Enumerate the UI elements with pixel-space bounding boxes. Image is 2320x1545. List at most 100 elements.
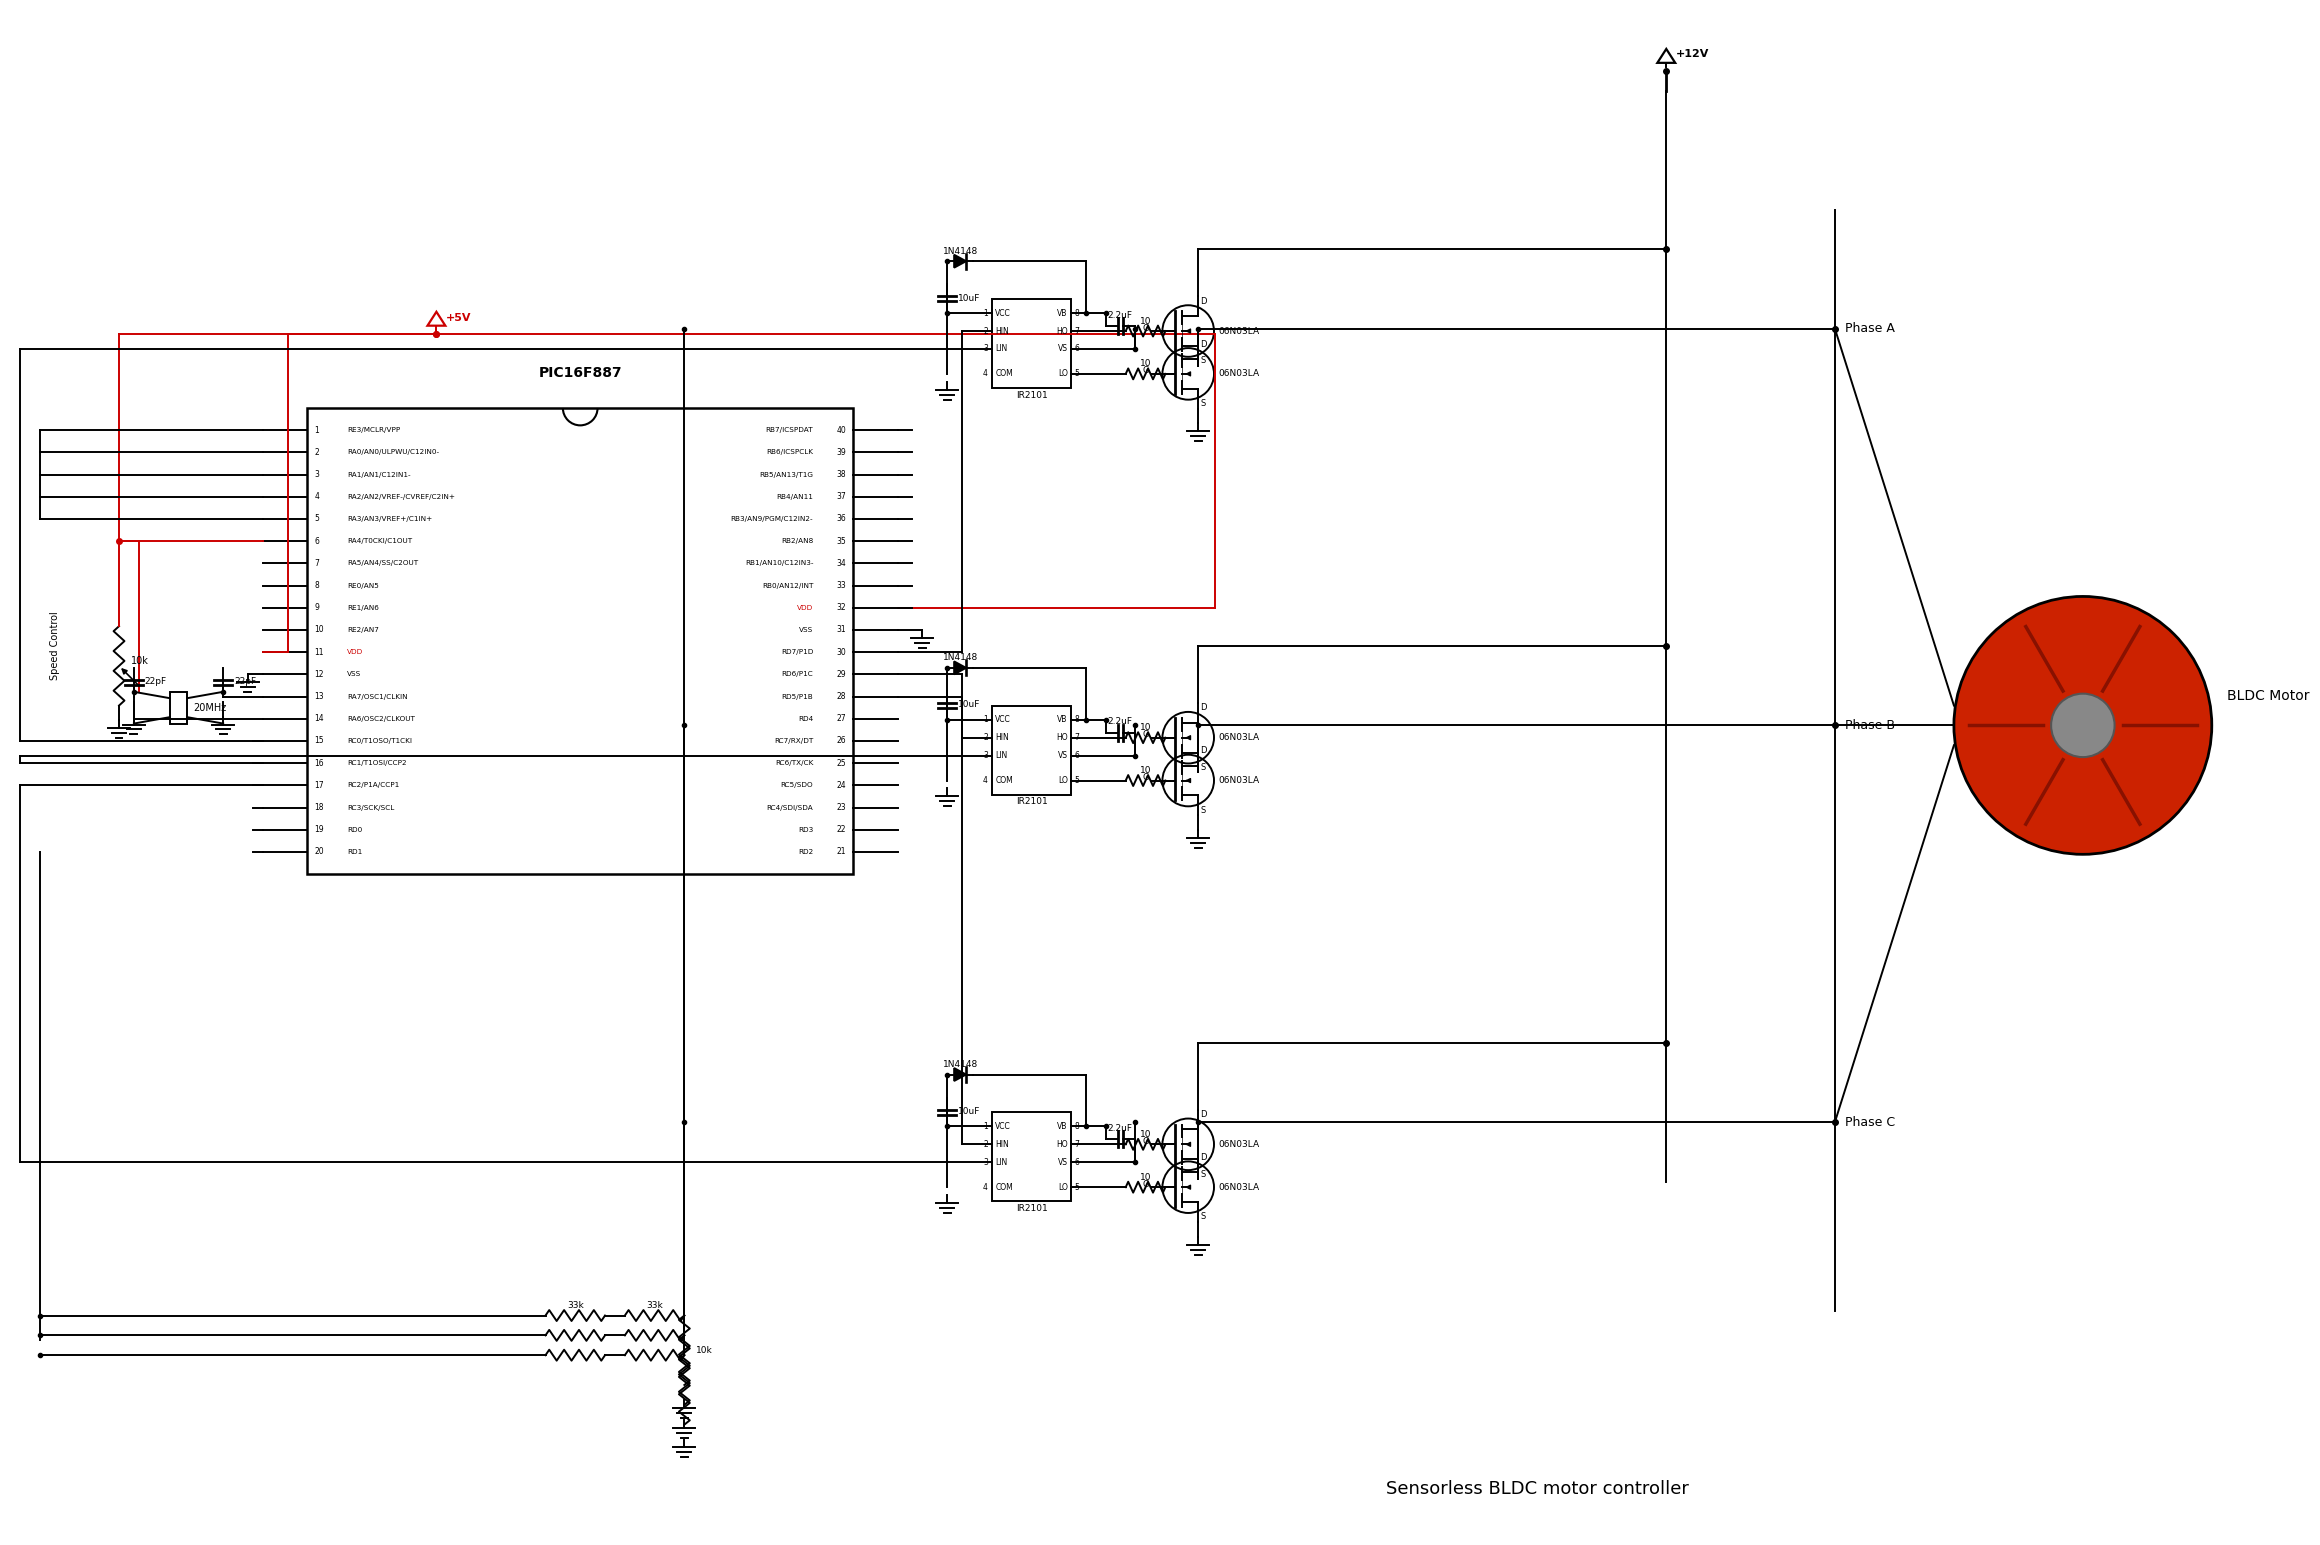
Text: 3: 3 [316,470,320,479]
Text: VCC: VCC [995,1122,1012,1131]
Text: 2.2uF: 2.2uF [1107,717,1132,726]
Text: 18: 18 [316,803,325,813]
Text: +5V: +5V [445,312,471,323]
Text: 06N03LA: 06N03LA [1218,369,1260,379]
Text: 1N4148: 1N4148 [942,654,977,663]
Text: G: G [1141,731,1148,739]
Text: HIN: HIN [995,326,1009,335]
Text: RC3/SCK/SCL: RC3/SCK/SCL [348,805,394,811]
Text: LO: LO [1058,369,1067,379]
Text: D: D [1199,1111,1206,1119]
Text: Phase A: Phase A [1844,323,1895,335]
Text: 26: 26 [838,737,847,746]
Text: 8: 8 [1074,309,1079,318]
Text: 10: 10 [1139,317,1151,326]
Text: D: D [1199,746,1206,756]
Text: RE0/AN5: RE0/AN5 [348,582,378,589]
Text: RD6/P1C: RD6/P1C [782,672,814,677]
Text: Phase B: Phase B [1844,718,1895,732]
Text: S: S [1199,1170,1206,1179]
Text: S: S [1199,1213,1206,1222]
Text: HO: HO [1056,1140,1067,1149]
Text: LO: LO [1058,776,1067,785]
Text: 06N03LA: 06N03LA [1218,1140,1260,1149]
Text: RE3/MCLR/VPP: RE3/MCLR/VPP [348,428,401,433]
Text: 06N03LA: 06N03LA [1218,326,1260,335]
Text: RB7/ICSPDAT: RB7/ICSPDAT [766,428,814,433]
Text: LO: LO [1058,1182,1067,1191]
Bar [993,298,1072,388]
Text: G: G [1141,366,1148,375]
Text: 30: 30 [835,647,847,657]
Text: 32: 32 [838,603,847,612]
Text: 25: 25 [838,759,847,768]
Text: 2.2uF: 2.2uF [1107,311,1132,320]
Text: 20: 20 [316,848,325,856]
Text: IR2101: IR2101 [1016,1204,1046,1213]
Text: COM: COM [995,1182,1014,1191]
Text: HO: HO [1056,326,1067,335]
Text: VSS: VSS [798,627,814,633]
Text: 29: 29 [838,671,847,678]
Text: RC4/SDI/SDA: RC4/SDI/SDA [766,805,814,811]
Text: 6: 6 [316,536,320,545]
Text: Phase C: Phase C [1844,1115,1895,1128]
Text: 6: 6 [1074,345,1079,354]
Text: LIN: LIN [995,751,1007,760]
Text: Speed Control: Speed Control [49,612,60,680]
Text: 16: 16 [316,759,325,768]
Text: D: D [1199,340,1206,349]
Text: 7: 7 [1074,326,1079,335]
Text: 2.2uF: 2.2uF [1107,1123,1132,1132]
Text: 10: 10 [1139,360,1151,368]
Text: G: G [1141,323,1148,332]
Polygon shape [954,661,965,674]
Text: 1: 1 [984,715,988,725]
Text: 15: 15 [316,737,325,746]
Text: 4: 4 [984,776,988,785]
Circle shape [2051,694,2114,757]
Text: RD7/P1D: RD7/P1D [782,649,814,655]
Text: RD2: RD2 [798,848,814,854]
Text: 31: 31 [838,626,847,635]
Text: VDD: VDD [348,649,364,655]
Text: +12V: +12V [1675,49,1710,59]
Text: 33k: 33k [566,1301,585,1310]
Text: 39: 39 [835,448,847,457]
Text: 38: 38 [838,470,847,479]
Text: 7: 7 [316,559,320,569]
Text: RA0/AN0/ULPWU/C12IN0-: RA0/AN0/ULPWU/C12IN0- [348,450,438,456]
Text: 21: 21 [838,848,847,856]
Text: RA4/T0CKI/C1OUT: RA4/T0CKI/C1OUT [348,538,413,544]
Text: 5: 5 [1074,369,1079,379]
Text: 22: 22 [838,825,847,834]
Text: 10k: 10k [696,1346,712,1355]
Text: 28: 28 [838,692,847,701]
Text: 20MHz: 20MHz [193,703,227,712]
Text: 1N4148: 1N4148 [942,1060,977,1069]
Text: 23: 23 [838,803,847,813]
Text: 27: 27 [838,714,847,723]
Text: VS: VS [1058,345,1067,354]
Text: COM: COM [995,369,1014,379]
Text: 8: 8 [1074,1122,1079,1131]
Text: 2: 2 [316,448,320,457]
Text: 5: 5 [1074,1182,1079,1191]
Bar [309,408,854,874]
Text: LIN: LIN [995,1157,1007,1166]
Text: BLDC Motor: BLDC Motor [2227,689,2308,703]
Text: LIN: LIN [995,345,1007,354]
Text: 11: 11 [316,647,325,657]
Text: 1: 1 [984,309,988,318]
Text: RD3: RD3 [798,827,814,833]
Text: 5: 5 [316,514,320,524]
Text: G: G [1141,1180,1148,1188]
Text: 40: 40 [835,426,847,434]
Text: RA3/AN3/VREF+/C1IN+: RA3/AN3/VREF+/C1IN+ [348,516,432,522]
Text: RB1/AN10/C12IN3-: RB1/AN10/C12IN3- [745,561,814,567]
Text: 1: 1 [984,1122,988,1131]
Text: RC6/TX/CK: RC6/TX/CK [775,760,814,766]
Text: 8: 8 [316,581,320,590]
Bar [169,692,188,723]
Text: 35: 35 [835,536,847,545]
